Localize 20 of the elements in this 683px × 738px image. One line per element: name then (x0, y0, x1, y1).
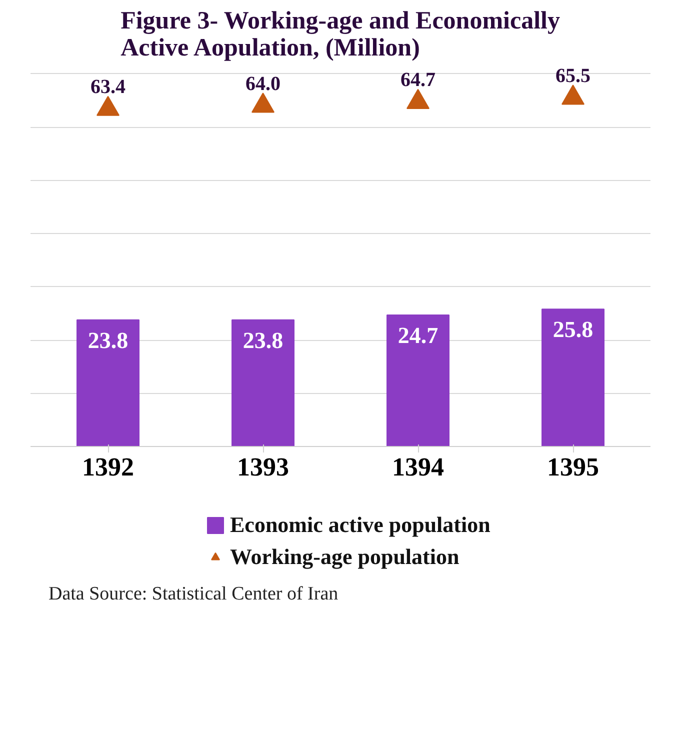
chart-title: Figure 3- Working-age and Economically Active Aopulation, (Million) (120, 8, 560, 62)
x-tick-label: 1395 (547, 452, 599, 482)
point (252, 92, 274, 113)
data-label: 23.8 (242, 328, 284, 353)
point (96, 96, 120, 116)
source-note: Data Source: Statistical Center of Iran (48, 584, 339, 604)
data-label: 23.8 (88, 328, 128, 353)
x-tick-label: 1392 (82, 452, 134, 482)
point (406, 88, 430, 109)
data-label: 64.0 (246, 72, 280, 95)
data-label: 63.4 (90, 76, 126, 98)
legend-label: Economic active population (230, 512, 490, 538)
point (562, 84, 584, 105)
x-tick-label: 1394 (392, 452, 444, 482)
data-label: 24.7 (398, 323, 438, 348)
data-label: 65.5 (556, 64, 590, 87)
x-tick-label: 1393 (237, 452, 289, 482)
data-label: 64.7 (400, 69, 436, 92)
legend-label: Working-age population (230, 544, 460, 570)
data-label: 25.8 (552, 317, 594, 342)
